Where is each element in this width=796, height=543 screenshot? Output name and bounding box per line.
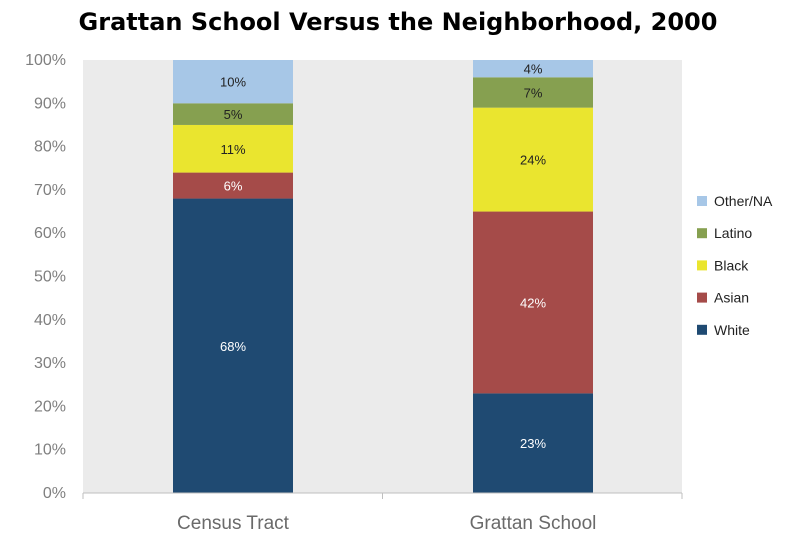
bar-segment-other-na	[473, 60, 593, 78]
y-tick-label: 100%	[25, 52, 66, 69]
legend-label: Black	[714, 257, 749, 273]
legend-label: Other/NA	[714, 193, 773, 209]
bar-segment-latino	[173, 103, 293, 125]
y-tick-label: 70%	[34, 182, 66, 199]
bar-segment-asian	[473, 211, 593, 394]
y-tick-label: 40%	[34, 312, 66, 329]
data-label: 11%	[220, 142, 245, 157]
legend-swatch	[697, 324, 707, 335]
y-tick-label: 20%	[34, 398, 66, 415]
data-label: 5%	[224, 107, 243, 122]
x-category-label: Census Tract	[177, 513, 290, 534]
data-label: 10%	[220, 75, 246, 90]
legend-label: White	[714, 322, 750, 338]
legend-swatch	[697, 292, 707, 303]
chart-title: Grattan School Versus the Neighborhood, …	[78, 8, 718, 36]
bar-segment-black	[173, 124, 293, 173]
bars: 68% 6% 11% 5% 10% 23% 42% 24% 7% 4%	[173, 60, 593, 493]
bar-segment-black	[473, 107, 593, 212]
y-axis: 0% 10% 20% 30% 40% 50% 60% 70% 80% 90% 100%	[25, 52, 66, 502]
data-label: 6%	[224, 179, 243, 194]
legend-swatch	[697, 260, 707, 271]
bar-segment-latino	[473, 77, 593, 108]
legend: Other/NA Latino Black Asian White	[697, 193, 773, 338]
y-tick-label: 0%	[43, 485, 66, 502]
bar-segment-white	[173, 198, 293, 493]
data-label: 68%	[220, 339, 246, 354]
y-tick-label: 80%	[34, 139, 66, 156]
data-label: 7%	[524, 85, 543, 100]
y-tick-label: 60%	[34, 225, 66, 242]
data-label: 24%	[520, 153, 546, 168]
legend-label: Asian	[714, 290, 749, 306]
bar-segment-white	[473, 393, 593, 493]
x-category-label: Grattan School	[470, 513, 597, 534]
legend-swatch	[697, 196, 707, 206]
bar-segment-other-na	[173, 60, 293, 104]
y-tick-label: 90%	[34, 95, 66, 112]
y-tick-label: 50%	[34, 269, 66, 286]
legend-label: Latino	[714, 225, 752, 241]
data-label: 23%	[520, 436, 546, 451]
y-tick-label: 30%	[34, 355, 66, 372]
data-label: 4%	[524, 62, 543, 77]
data-label: 42%	[520, 295, 546, 310]
x-axis: Census Tract Grattan School	[82, 492, 683, 534]
y-tick-label: 10%	[34, 442, 66, 459]
bar-segment-asian	[173, 172, 293, 199]
legend-swatch	[697, 228, 707, 239]
